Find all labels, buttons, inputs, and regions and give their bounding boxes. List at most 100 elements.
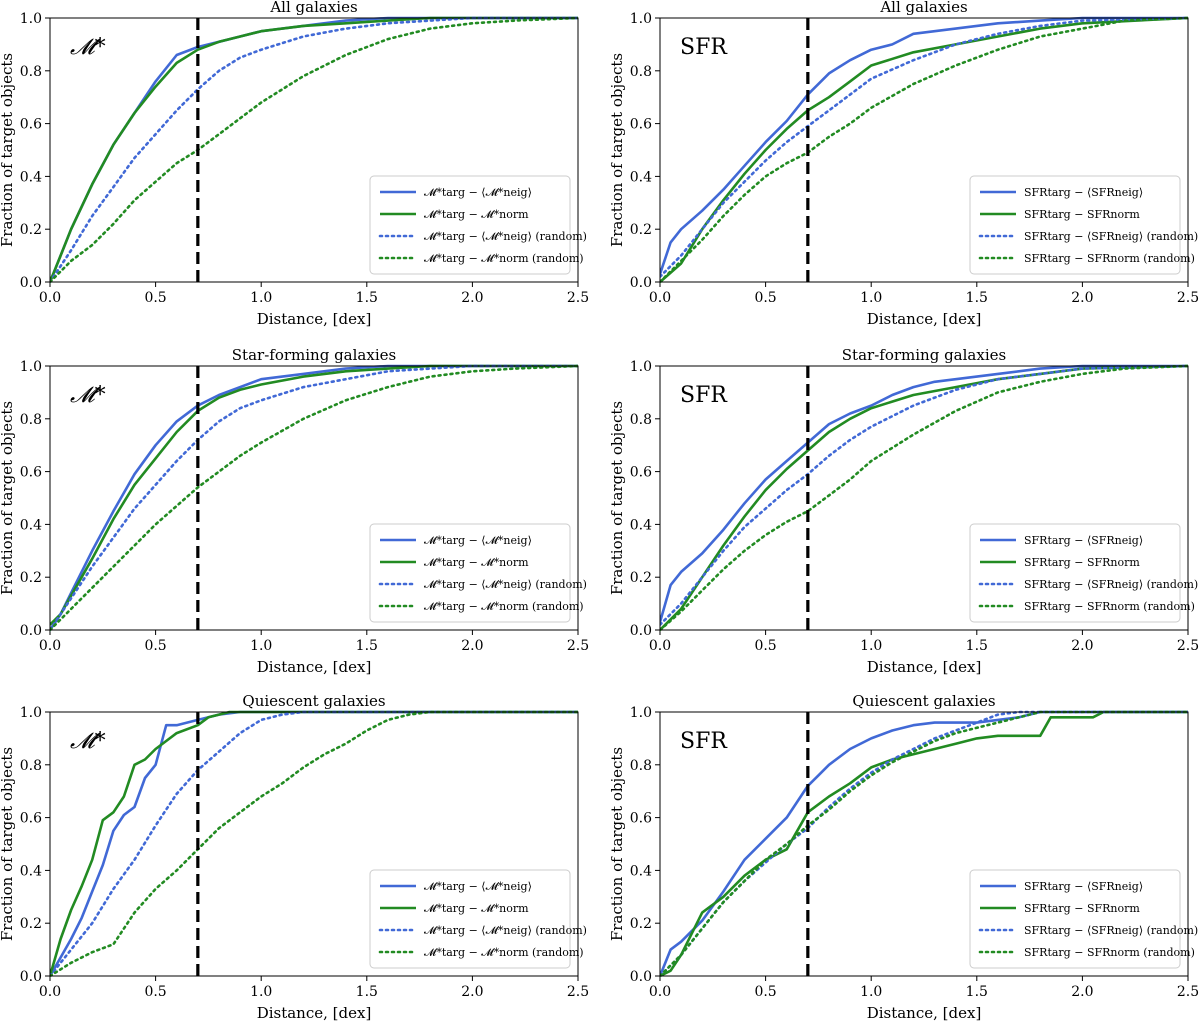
- y-tick-label: 0.4: [20, 169, 42, 185]
- x-tick-label: 1.5: [966, 638, 988, 654]
- legend-box: [369, 523, 571, 623]
- axes-frame: [49, 17, 579, 283]
- legend: 𝓜*targ − ⟨𝓜*neig⟩ 𝓜*targ − 𝓜*norm 𝓜*targ −…: [369, 869, 587, 969]
- series-group: [660, 16, 1188, 284]
- x-tick-label: 2.0: [461, 984, 483, 1000]
- y-tick-label: 0.4: [630, 517, 652, 533]
- y-tick-label: 0.0: [630, 969, 652, 985]
- panel-tag: SFR: [680, 383, 728, 408]
- x-tick-label: 0.0: [649, 638, 671, 654]
- legend-box: [369, 869, 571, 969]
- series-line-3: [660, 364, 1188, 626]
- x-tick-label: 0.0: [39, 290, 61, 306]
- y-tick-label: 0.0: [20, 969, 42, 985]
- y-tick-label: 1.0: [20, 705, 42, 721]
- y-axis-label: Fraction of target objects: [608, 747, 626, 941]
- x-axis-label: Distance, [dex]: [867, 1004, 982, 1022]
- legend-label: 𝓜*targ − 𝓜*norm (random): [424, 946, 584, 959]
- series-line-3: [50, 364, 578, 632]
- legend-label: 𝓜*targ − ⟨𝓜*neig⟩ (random): [424, 230, 587, 243]
- x-tick-label: 0.0: [39, 984, 61, 1000]
- axes-frame: [49, 711, 579, 977]
- panel-tag: SFR: [680, 35, 728, 60]
- panel-title: Star-forming galaxies: [232, 346, 396, 364]
- y-tick-label: 0.8: [20, 412, 42, 428]
- x-tick-label: 2.5: [567, 984, 589, 1000]
- legend-label: 𝓜*targ − ⟨𝓜*neig⟩ (random): [424, 578, 587, 591]
- y-tick-label: 1.0: [630, 11, 652, 27]
- series-line-1: [660, 16, 1188, 275]
- series-line-4: [660, 16, 1188, 284]
- y-tick-label: 1.0: [630, 705, 652, 721]
- x-tick-label: 0.5: [754, 290, 776, 306]
- series-group: [660, 364, 1188, 632]
- x-tick-label: 1.0: [860, 290, 882, 306]
- x-tick-label: 2.5: [1177, 638, 1199, 654]
- series-line-1: [660, 710, 1188, 977]
- axes-frame: [659, 17, 1189, 283]
- panel-2: All galaxies SFR 0.0 0.5 1.0 1.5 2.0 2.5 0.0 0.2 0…: [608, 0, 1199, 328]
- panel-6: Quiescent galaxies SFR 0.0 0.5 1.0 1.5 2.0 2.5 0…: [608, 692, 1199, 1022]
- legend-label: 𝓜*targ − 𝓜*norm (random): [424, 600, 584, 613]
- legend-label: 𝓜*targ − ⟨𝓜*neig⟩: [424, 880, 532, 893]
- y-axis-label: Fraction of target objects: [0, 53, 16, 247]
- x-tick-label: 1.0: [250, 638, 272, 654]
- panel-5: Quiescent galaxies 𝓜* 0.0 0.5 1.0 1.5 2.0 2.5 0.…: [0, 692, 589, 1022]
- legend-label: 𝓜*targ − 𝓜*norm: [424, 208, 529, 221]
- legend: 𝓜*targ − ⟨𝓜*neig⟩ 𝓜*targ − 𝓜*norm 𝓜*targ −…: [369, 523, 587, 623]
- panel-title: Star-forming galaxies: [842, 346, 1006, 364]
- y-axis-label: Fraction of target objects: [608, 53, 626, 247]
- y-axis-label: Fraction of target objects: [608, 401, 626, 595]
- legend-label: SFRtarg − ⟨SFRneig⟩ (random): [1024, 924, 1198, 937]
- panel-tag: 𝓜*: [70, 35, 106, 60]
- y-axis-label: Fraction of target objects: [0, 401, 16, 595]
- panel-4: Star-forming galaxies SFR 0.0 0.5 1.0 1.5 2.0 2…: [608, 346, 1199, 676]
- y-tick-label: 0.6: [20, 811, 42, 827]
- y-tick-label: 1.0: [20, 11, 42, 27]
- x-tick-label: 1.0: [250, 984, 272, 1000]
- x-axis-label: Distance, [dex]: [867, 658, 982, 676]
- y-tick-label: 0.4: [20, 863, 42, 879]
- x-tick-label: 1.0: [860, 984, 882, 1000]
- legend-label: SFRtarg − SFRnorm (random): [1024, 252, 1195, 265]
- panel-tag: SFR: [680, 729, 728, 754]
- y-tick-label: 0.2: [20, 222, 42, 238]
- legend-label: SFRtarg − ⟨SFRneig⟩: [1024, 534, 1143, 547]
- legend-label: SFRtarg − SFRnorm: [1024, 208, 1140, 221]
- series-line-2: [660, 710, 1188, 978]
- legend: SFRtarg − ⟨SFRneig⟩ SFRtarg − SFRnorm SFRt…: [969, 869, 1198, 969]
- legend-label: SFRtarg − ⟨SFRneig⟩ (random): [1024, 230, 1198, 243]
- y-tick-label: 1.0: [630, 359, 652, 375]
- series-line-4: [50, 710, 578, 978]
- x-tick-label: 1.5: [356, 638, 378, 654]
- x-tick-label: 2.5: [1177, 290, 1199, 306]
- legend-label: 𝓜*targ − ⟨𝓜*neig⟩ (random): [424, 924, 587, 937]
- x-tick-label: 2.0: [1071, 638, 1093, 654]
- y-tick-label: 0.4: [20, 517, 42, 533]
- series-line-2: [50, 710, 578, 977]
- series-line-4: [50, 364, 578, 632]
- axes-frame: [49, 365, 579, 631]
- x-tick-label: 2.0: [1071, 290, 1093, 306]
- y-tick-label: 0.2: [20, 916, 42, 932]
- legend: SFRtarg − ⟨SFRneig⟩ SFRtarg − SFRnorm SFRt…: [969, 175, 1198, 275]
- panel-title: All galaxies: [269, 0, 357, 16]
- y-tick-label: 1.0: [20, 359, 42, 375]
- x-tick-label: 0.0: [649, 290, 671, 306]
- legend: SFRtarg − ⟨SFRneig⟩ SFRtarg − SFRnorm SFRt…: [969, 523, 1198, 623]
- panel-1: All galaxies 𝓜* 0.0 0.5 1.0 1.5 2.0 2.5 0.0 0.2 0.…: [0, 0, 589, 328]
- x-tick-label: 1.0: [860, 638, 882, 654]
- x-tick-label: 2.5: [567, 638, 589, 654]
- x-tick-label: 0.5: [754, 638, 776, 654]
- x-axis-label: Distance, [dex]: [257, 310, 372, 328]
- x-axis-label: Distance, [dex]: [257, 1004, 372, 1022]
- x-tick-label: 1.5: [356, 290, 378, 306]
- legend-box: [969, 869, 1181, 969]
- panel-title: Quiescent galaxies: [852, 692, 995, 710]
- series-group: [50, 710, 578, 978]
- legend-box: [369, 175, 571, 275]
- x-tick-label: 1.5: [966, 984, 988, 1000]
- x-tick-label: 1.5: [966, 290, 988, 306]
- axes-frame: [659, 365, 1189, 631]
- legend-label: SFRtarg − SFRnorm (random): [1024, 600, 1195, 613]
